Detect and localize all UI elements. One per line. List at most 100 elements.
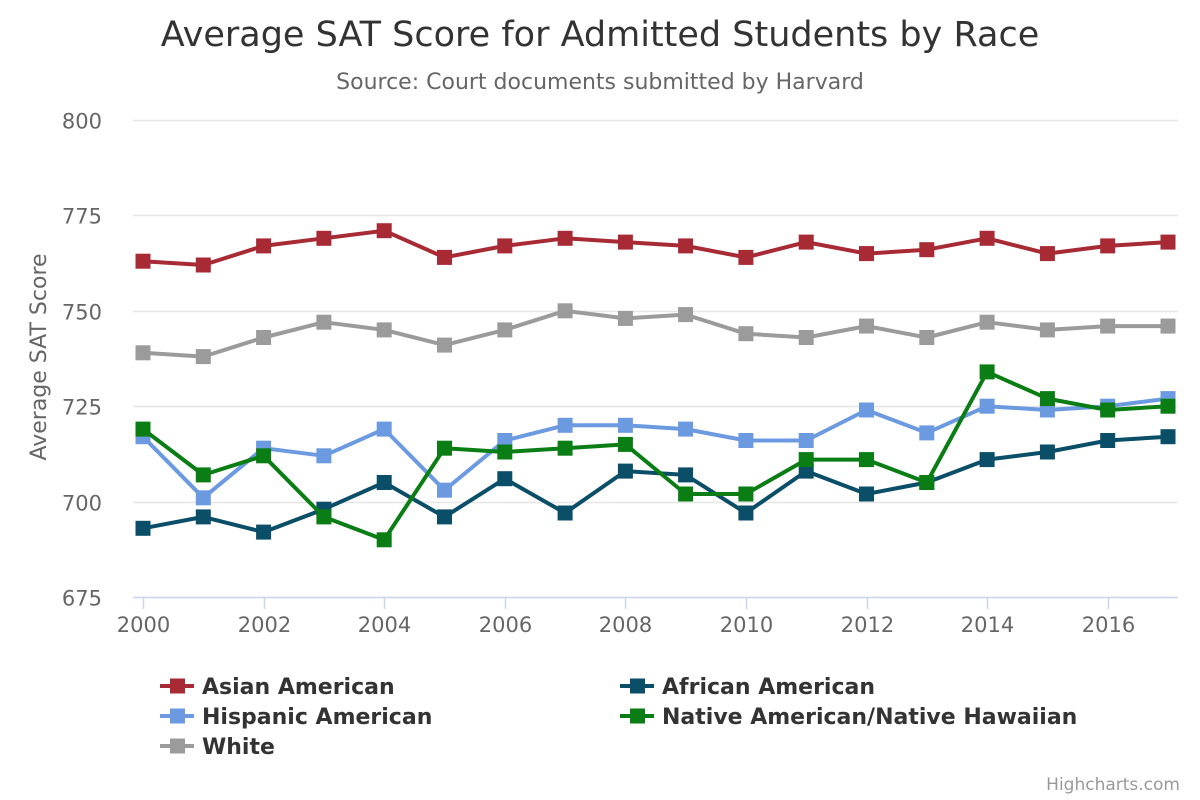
- data-point[interactable]: [1100, 318, 1116, 334]
- data-point[interactable]: [859, 246, 874, 262]
- data-point[interactable]: [437, 337, 452, 353]
- x-tick-label: 2010: [720, 613, 773, 637]
- data-point[interactable]: [617, 436, 633, 452]
- data-point[interactable]: [437, 440, 452, 456]
- data-point[interactable]: [437, 482, 452, 498]
- data-point[interactable]: [919, 475, 935, 490]
- legend-item[interactable]: African American: [620, 675, 875, 700]
- legend-item[interactable]: Hispanic American: [160, 705, 432, 730]
- data-point[interactable]: [979, 364, 995, 380]
- series-hispanic-american: [135, 391, 1176, 506]
- data-point[interactable]: [1039, 246, 1055, 262]
- data-point[interactable]: [195, 509, 211, 525]
- data-point[interactable]: [1160, 318, 1176, 334]
- data-point[interactable]: [919, 330, 935, 345]
- legend-item[interactable]: Asian American: [160, 675, 395, 700]
- data-point[interactable]: [617, 310, 633, 326]
- data-point[interactable]: [316, 448, 332, 464]
- data-point[interactable]: [979, 314, 995, 330]
- data-point[interactable]: [678, 307, 694, 323]
- data-point[interactable]: [738, 433, 754, 448]
- credits-link[interactable]: Highcharts.com: [1046, 775, 1180, 795]
- data-point[interactable]: [316, 230, 332, 246]
- data-point[interactable]: [678, 238, 694, 254]
- data-point[interactable]: [135, 421, 151, 437]
- data-point[interactable]: [1039, 402, 1055, 418]
- data-point[interactable]: [376, 475, 392, 490]
- data-point[interactable]: [316, 509, 332, 525]
- data-point[interactable]: [376, 532, 392, 548]
- data-point[interactable]: [497, 433, 513, 448]
- data-point[interactable]: [738, 249, 754, 265]
- data-point[interactable]: [497, 471, 513, 487]
- series-line[interactable]: [141, 434, 1170, 535]
- data-point[interactable]: [859, 402, 874, 418]
- data-point[interactable]: [437, 249, 452, 265]
- data-point[interactable]: [979, 452, 995, 468]
- data-point[interactable]: [617, 234, 633, 250]
- data-point[interactable]: [135, 345, 151, 361]
- data-point[interactable]: [1039, 391, 1055, 407]
- data-point[interactable]: [195, 467, 211, 483]
- series-line[interactable]: [141, 396, 1170, 500]
- data-point[interactable]: [376, 421, 392, 437]
- data-point[interactable]: [376, 223, 392, 239]
- data-point[interactable]: [256, 524, 272, 540]
- data-point[interactable]: [195, 349, 211, 365]
- data-point[interactable]: [798, 452, 814, 468]
- data-point[interactable]: [1039, 322, 1055, 338]
- data-point[interactable]: [376, 322, 392, 338]
- series-layer: [135, 223, 1176, 548]
- data-point[interactable]: [135, 520, 151, 536]
- series-line[interactable]: [141, 369, 1170, 542]
- data-point[interactable]: [557, 440, 573, 456]
- series-line[interactable]: [141, 228, 1170, 267]
- data-point[interactable]: [617, 417, 633, 433]
- legend-item[interactable]: Native American/Native Hawaiian: [620, 705, 1077, 730]
- data-point[interactable]: [497, 444, 513, 460]
- data-point[interactable]: [919, 242, 935, 258]
- data-point[interactable]: [497, 322, 513, 338]
- data-point[interactable]: [256, 448, 272, 464]
- y-tick-label: 725: [62, 396, 102, 420]
- data-point[interactable]: [979, 398, 995, 414]
- data-point[interactable]: [557, 303, 573, 319]
- data-point[interactable]: [195, 257, 211, 273]
- data-point[interactable]: [1100, 238, 1116, 254]
- data-point[interactable]: [617, 463, 633, 479]
- data-point[interactable]: [557, 417, 573, 433]
- data-point[interactable]: [738, 486, 754, 502]
- data-point[interactable]: [437, 509, 452, 525]
- data-point[interactable]: [497, 238, 513, 254]
- data-point[interactable]: [798, 463, 814, 479]
- data-point[interactable]: [1160, 398, 1176, 414]
- data-point[interactable]: [1100, 433, 1116, 448]
- data-point[interactable]: [798, 433, 814, 448]
- data-point[interactable]: [919, 425, 935, 441]
- data-point[interactable]: [1160, 234, 1176, 250]
- data-point[interactable]: [256, 238, 272, 254]
- data-point[interactable]: [1160, 429, 1176, 445]
- data-point[interactable]: [557, 505, 573, 521]
- data-point[interactable]: [135, 253, 151, 269]
- data-point[interactable]: [1100, 402, 1116, 418]
- data-point[interactable]: [256, 330, 272, 345]
- legend-item[interactable]: White: [160, 735, 275, 760]
- data-point[interactable]: [738, 326, 754, 342]
- legend-marker-icon: [630, 678, 645, 694]
- data-point[interactable]: [195, 490, 211, 506]
- series-line[interactable]: [141, 308, 1170, 359]
- data-point[interactable]: [859, 486, 874, 502]
- data-point[interactable]: [798, 330, 814, 345]
- data-point[interactable]: [738, 505, 754, 521]
- data-point[interactable]: [678, 486, 694, 502]
- data-point[interactable]: [557, 230, 573, 246]
- data-point[interactable]: [798, 234, 814, 250]
- data-point[interactable]: [859, 318, 874, 334]
- data-point[interactable]: [1039, 444, 1055, 460]
- data-point[interactable]: [859, 452, 874, 468]
- data-point[interactable]: [678, 421, 694, 437]
- data-point[interactable]: [979, 230, 995, 246]
- data-point[interactable]: [316, 314, 332, 330]
- data-point[interactable]: [678, 467, 694, 483]
